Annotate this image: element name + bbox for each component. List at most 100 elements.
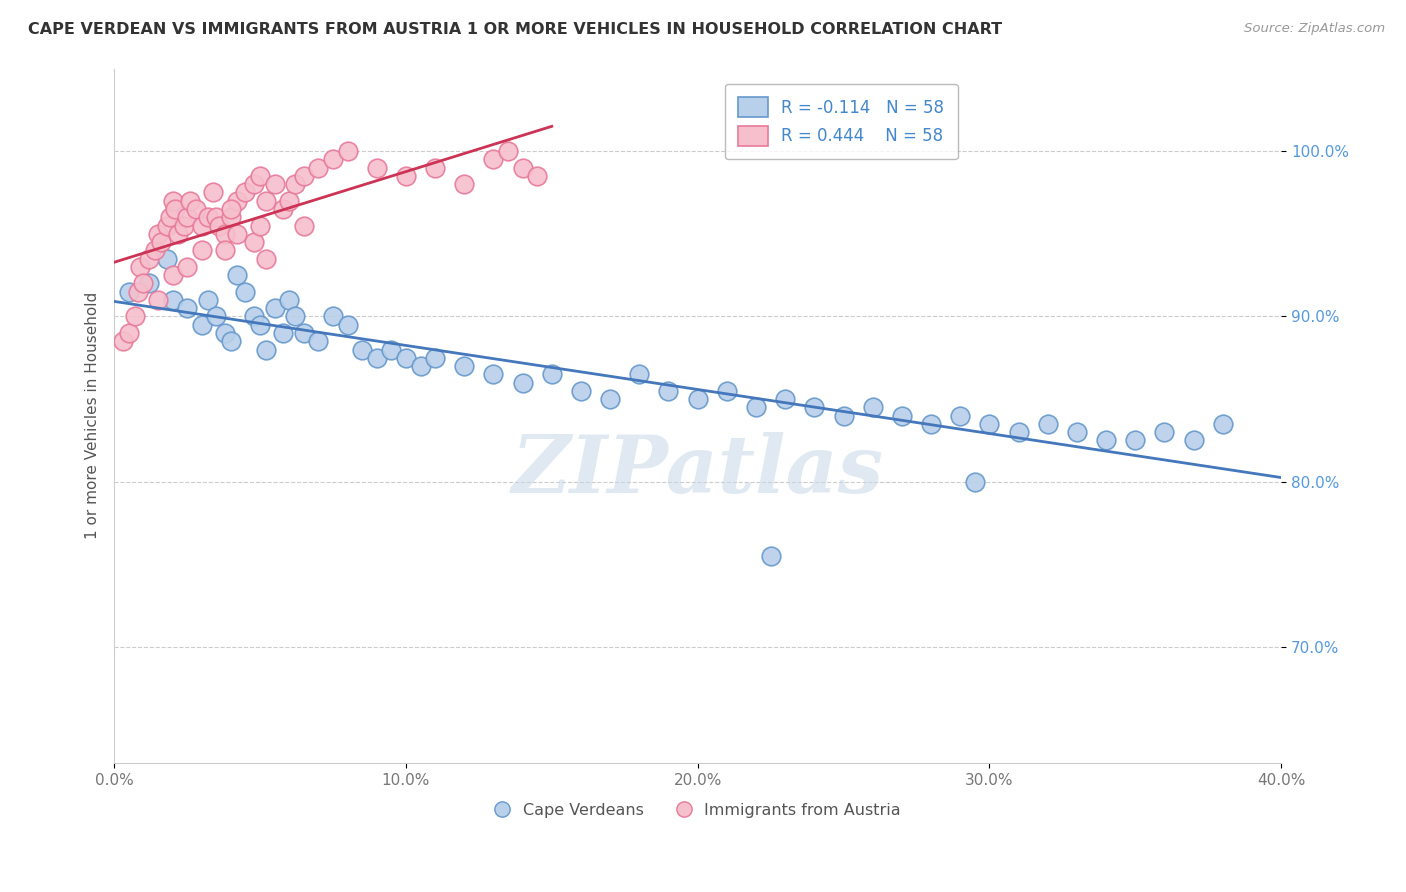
Point (366, 351, 388, 365)
Point (127, 285, 149, 299)
Text: CAPE VERDEAN VS IMMIGRANTS FROM AUSTRIA 1 OR MORE VEHICLES IN HOUSEHOLD CORRELAT: CAPE VERDEAN VS IMMIGRANTS FROM AUSTRIA … (28, 22, 1002, 37)
Point (254, 343, 277, 357)
Point (322, 153, 344, 167)
Point (184, 202, 207, 216)
Point (512, 161, 534, 175)
Point (979, 417, 1001, 431)
Point (219, 334, 242, 349)
Point (243, 178, 266, 192)
Point (162, 268, 184, 282)
Point (132, 277, 155, 291)
Point (156, 219, 179, 233)
Point (278, 293, 301, 307)
Point (214, 227, 236, 241)
Point (284, 178, 307, 192)
Point (628, 368, 651, 382)
Point (482, 153, 505, 167)
Point (167, 227, 190, 241)
Point (162, 293, 184, 307)
Point (920, 417, 942, 431)
Point (190, 244, 212, 258)
Point (599, 392, 621, 406)
Point (225, 268, 247, 282)
Point (254, 194, 277, 208)
Point (336, 318, 359, 332)
Point (214, 244, 236, 258)
Point (496, 144, 519, 158)
Point (146, 293, 169, 307)
Point (143, 244, 166, 258)
Point (149, 235, 172, 249)
Point (284, 310, 307, 324)
Point (159, 211, 181, 225)
Point (307, 161, 329, 175)
Point (963, 475, 986, 489)
Point (292, 169, 315, 183)
Point (278, 194, 301, 208)
Point (273, 202, 295, 216)
Point (716, 384, 738, 398)
Point (773, 392, 796, 406)
Point (322, 310, 344, 324)
Point (129, 260, 152, 274)
Point (190, 219, 212, 233)
Point (249, 219, 271, 233)
Point (190, 318, 212, 332)
Point (512, 376, 534, 390)
Point (165, 202, 187, 216)
Point (423, 161, 446, 175)
Point (423, 351, 446, 365)
Point (482, 368, 505, 382)
Point (686, 392, 709, 406)
Point (949, 409, 972, 423)
Point (1123, 434, 1146, 448)
Point (1066, 425, 1088, 440)
Point (307, 334, 329, 349)
Point (205, 310, 228, 324)
Point (176, 211, 198, 225)
Point (249, 318, 271, 332)
Point (1036, 417, 1059, 431)
Point (118, 285, 141, 299)
Point (1153, 425, 1175, 440)
Point (176, 301, 198, 316)
Point (409, 359, 432, 373)
Point (336, 144, 359, 158)
Point (146, 227, 169, 241)
Point (225, 194, 247, 208)
Point (759, 549, 782, 563)
Point (380, 343, 402, 357)
Point (352, 343, 374, 357)
Point (366, 161, 388, 175)
Point (395, 169, 418, 183)
Legend: Cape Verdeans, Immigrants from Austria: Cape Verdeans, Immigrants from Austria (488, 797, 907, 824)
Point (179, 194, 201, 208)
Point (292, 326, 315, 340)
Point (162, 194, 184, 208)
Point (219, 202, 242, 216)
Point (540, 368, 562, 382)
Point (862, 401, 884, 415)
Text: ZIPatlas: ZIPatlas (512, 433, 884, 510)
Point (890, 409, 912, 423)
Point (1182, 434, 1205, 448)
Point (526, 169, 548, 183)
Point (176, 260, 198, 274)
Point (225, 227, 247, 241)
Point (292, 219, 315, 233)
Point (254, 252, 277, 266)
Point (243, 310, 266, 324)
Point (219, 211, 242, 225)
Point (197, 211, 219, 225)
Point (453, 178, 475, 192)
Point (1095, 434, 1118, 448)
Point (124, 310, 146, 324)
Point (138, 252, 160, 266)
Point (202, 186, 225, 200)
Point (453, 359, 475, 373)
Point (118, 326, 141, 340)
Point (249, 169, 271, 183)
Point (243, 235, 266, 249)
Point (208, 219, 231, 233)
Point (569, 384, 592, 398)
